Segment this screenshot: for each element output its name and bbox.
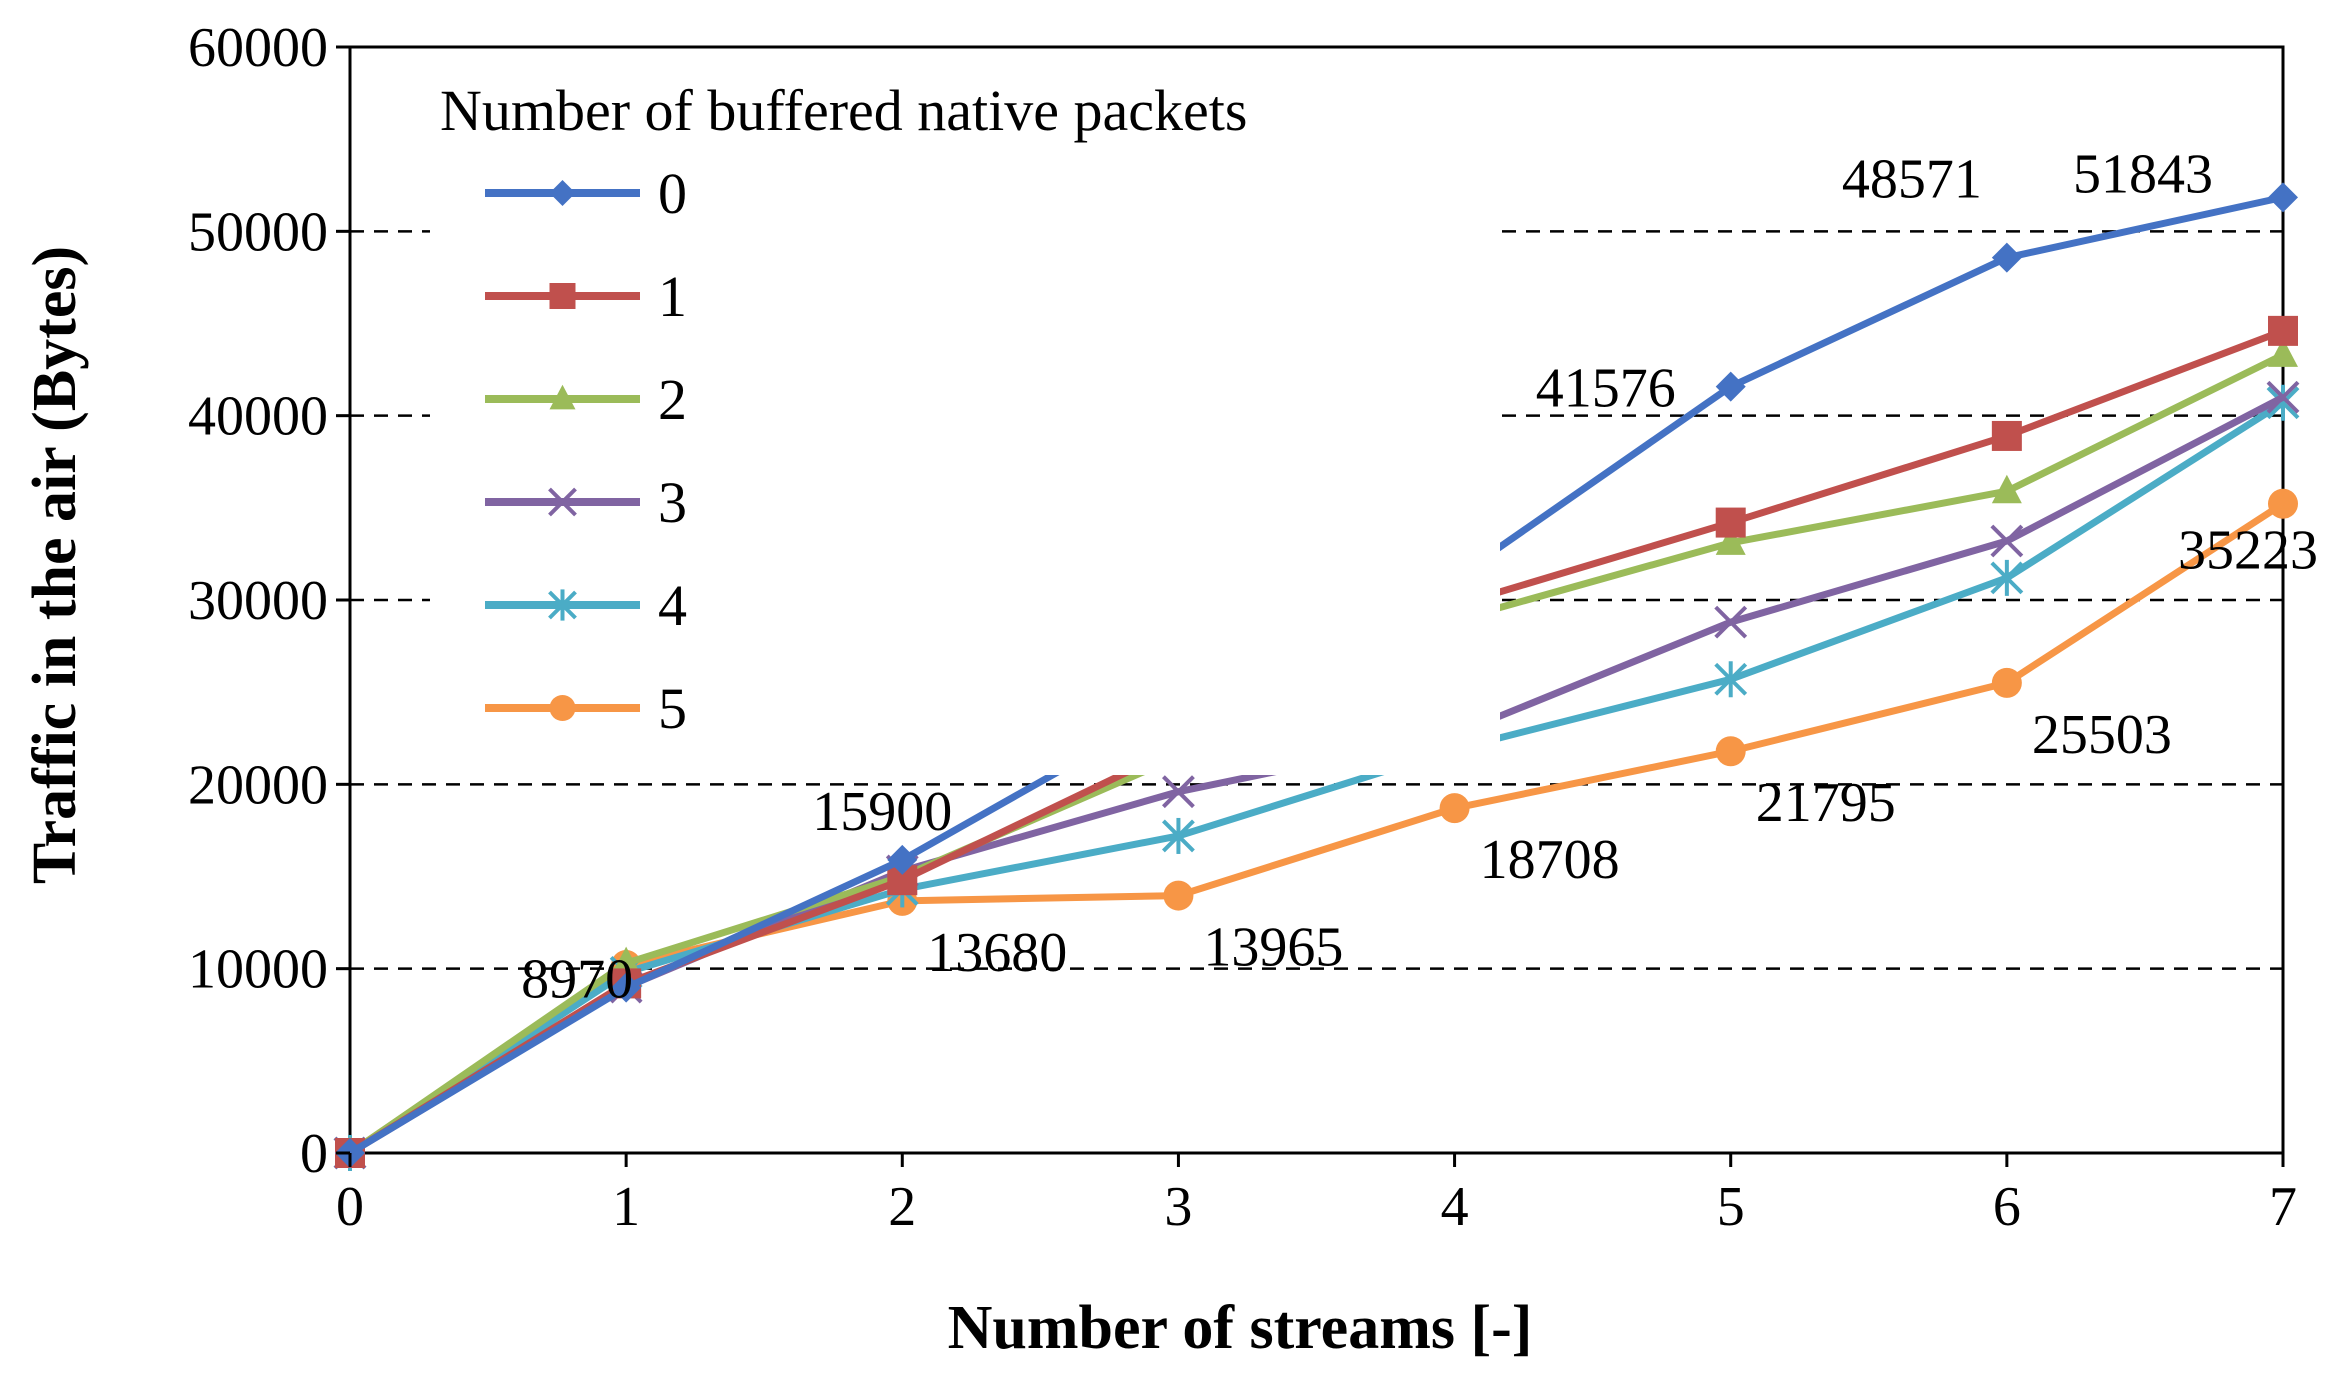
data-label-0-1: 8970 xyxy=(521,949,633,1011)
legend-entry-5: 5 xyxy=(485,676,687,741)
series-2-point-7 xyxy=(2268,338,2298,367)
series-5-point-4 xyxy=(1439,793,1470,824)
y-tick-label-40000: 40000 xyxy=(188,386,328,448)
legend: Number of buffered native packets 0 1 2 3 4 5 xyxy=(430,75,1500,775)
y-tick-label-30000: 30000 xyxy=(188,570,328,632)
series-0-point-1 xyxy=(611,972,642,1003)
series-4-point-3 xyxy=(1162,817,1195,854)
data-label-5-2: 13680 xyxy=(927,922,1067,984)
series-1-point-6 xyxy=(1991,420,2022,451)
legend-entry-2: 2 xyxy=(485,367,687,432)
series-line-5 xyxy=(348,500,2285,1156)
x-tick-label-2: 2 xyxy=(888,1176,916,1238)
series-3-point-5 xyxy=(1714,605,1748,639)
x-tick-label-7: 7 xyxy=(2269,1176,2297,1238)
x-axis-title: Number of streams [-] xyxy=(948,1294,1533,1362)
legend-marker-0 xyxy=(549,180,576,206)
legend-marker-1 xyxy=(549,283,576,309)
legend-background xyxy=(430,75,1500,775)
series-0-point-2 xyxy=(887,844,918,875)
tick-labels: 0 10000 20000 30000 40000 50000 60000 0 1 2 3 4 5 6 7 xyxy=(188,17,2297,1238)
data-label-0-7: 51843 xyxy=(2073,143,2213,205)
legend-marker-3-stroke-b xyxy=(548,487,577,517)
data-label-5-6: 25503 xyxy=(2032,704,2172,766)
series-5-point-7 xyxy=(2268,488,2298,519)
y-tick-label-0: 0 xyxy=(300,1123,328,1185)
series-3-point-3-stroke-b xyxy=(1162,775,1195,809)
legend-entry-3: 3 xyxy=(485,470,687,535)
data-label-0-5: 41576 xyxy=(1536,358,1676,420)
data-label-0-2: 15900 xyxy=(812,781,952,843)
series-3-point-7 xyxy=(2266,380,2300,414)
series-4-point-5 xyxy=(1714,661,1748,698)
legend-marker-5 xyxy=(549,695,576,721)
y-tick-label-20000: 20000 xyxy=(188,754,328,816)
series-3-point-6-stroke-b xyxy=(1990,524,2024,558)
series-0-point-7 xyxy=(2268,182,2298,213)
y-tick-label-50000: 50000 xyxy=(188,201,328,263)
legend-label-2: 2 xyxy=(658,367,687,432)
x-tick-label-5: 5 xyxy=(1717,1176,1745,1238)
series-4-point-6 xyxy=(1990,559,2024,596)
series-2-point-1 xyxy=(611,946,642,976)
x-tick-label-0: 0 xyxy=(336,1176,364,1238)
series-0-point-5 xyxy=(1715,371,1746,402)
legend-label-3: 3 xyxy=(658,470,687,535)
series-4-point-7 xyxy=(2266,384,2300,421)
x-tick-label-1: 1 xyxy=(612,1176,640,1238)
legend-marker-3 xyxy=(548,487,577,517)
legend-label-5: 5 xyxy=(658,676,687,741)
series-1-point-7 xyxy=(2268,315,2298,346)
legend-entry-4: 4 xyxy=(485,573,687,638)
legend-entry-0: 0 xyxy=(485,161,687,226)
legend-label-4: 4 xyxy=(658,573,687,638)
y-tick-label-10000: 10000 xyxy=(188,939,328,1001)
series-line-4 xyxy=(348,399,2285,1156)
data-label-5-5: 21795 xyxy=(1756,772,1896,834)
series-3-point-7-stroke-b xyxy=(2266,380,2300,414)
series-5-point-6 xyxy=(1991,667,2022,698)
series-2-point-6 xyxy=(1991,474,2022,504)
legend-marker-2 xyxy=(549,384,576,410)
y-axis-title: Traffic in the air (Bytes) xyxy=(21,246,89,884)
x-tick-label-6: 6 xyxy=(1993,1176,2021,1238)
series-3-point-6 xyxy=(1990,524,2024,558)
series-5-point-5 xyxy=(1715,736,1746,767)
x-tick-label-4: 4 xyxy=(1441,1176,1469,1238)
legend-marker-4 xyxy=(548,589,577,621)
series-3-point-5-stroke-b xyxy=(1714,605,1748,639)
data-label-0-6: 48571 xyxy=(1842,149,1982,211)
series-3-point-3 xyxy=(1162,775,1195,809)
data-label-5-7: 35223 xyxy=(2178,520,2318,582)
data-label-5-3: 13965 xyxy=(1203,917,1343,979)
y-tick-label-60000: 60000 xyxy=(188,17,328,79)
legend-entry-1: 1 xyxy=(485,264,687,329)
data-label-5-4: 18708 xyxy=(1480,829,1620,891)
x-tick-label-3: 3 xyxy=(1164,1176,1192,1238)
legend-label-1: 1 xyxy=(658,264,687,329)
legend-label-0: 0 xyxy=(658,161,687,226)
series-5-point-3 xyxy=(1163,880,1194,911)
series-1-point-5 xyxy=(1715,507,1746,538)
series-2-point-5 xyxy=(1715,526,1746,555)
series-0-point-6 xyxy=(1991,242,2022,273)
legend-title: Number of buffered native packets xyxy=(440,78,1247,143)
